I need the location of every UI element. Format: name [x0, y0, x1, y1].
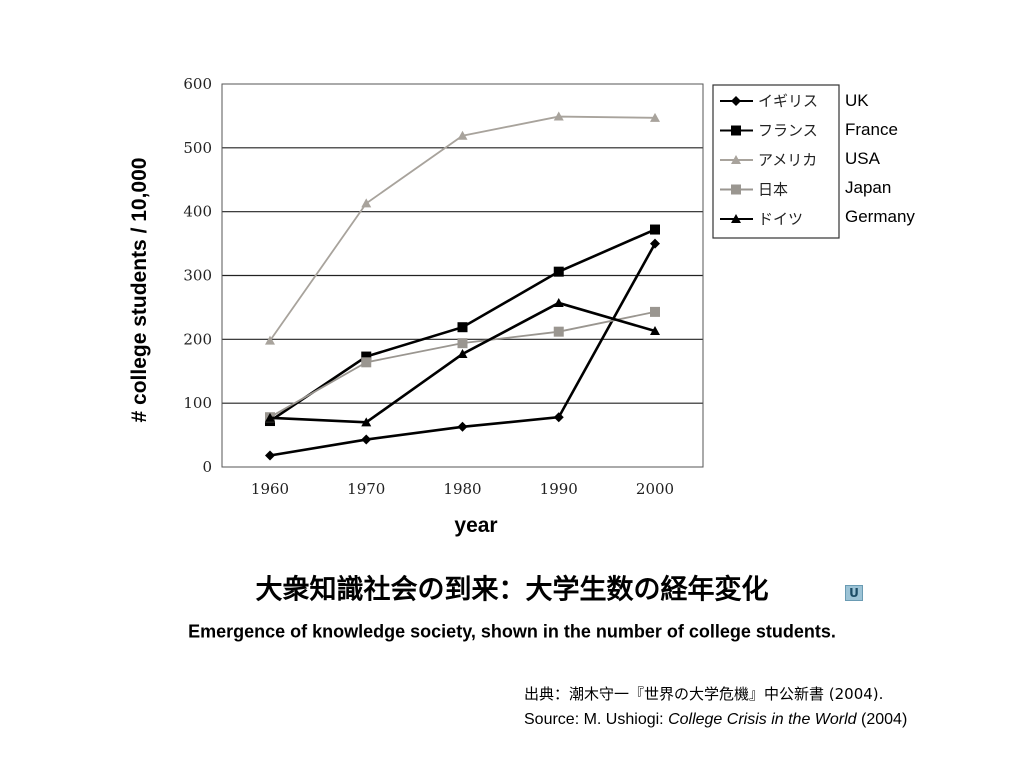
series-line: [269, 301, 656, 424]
data-point: [361, 351, 372, 362]
legend-item-japan: 日本: [720, 181, 788, 199]
x-tick-label: 1990: [540, 480, 578, 498]
data-point: [265, 450, 275, 461]
source-jp: 出典：潮木守一『世界の大学危機』中公新書 (2004).: [524, 685, 884, 703]
series-usa: [265, 111, 660, 345]
x-tick-label: 1960: [251, 480, 289, 498]
series-uk: [265, 238, 660, 461]
source-en: Source: M. Ushiogi: College Crisis in th…: [524, 711, 907, 729]
chart-subtitle: Emergence of knowledge society, shown in…: [188, 621, 836, 642]
y-tick-label: 500: [183, 139, 212, 157]
y-tick-label: 400: [183, 203, 212, 221]
legend-item-uk: イギリス: [720, 92, 818, 110]
data-point: [553, 412, 564, 423]
legend-label: 日本: [758, 181, 788, 199]
data-point: [650, 238, 660, 249]
series-germany: [265, 297, 660, 427]
y-tick-label: 100: [183, 394, 212, 412]
data-point: [457, 322, 468, 333]
data-point: [361, 198, 372, 208]
data-point: [731, 155, 741, 164]
legend-label: フランス: [758, 122, 818, 140]
legend-label: アメリカ: [758, 151, 817, 169]
data-point: [553, 111, 564, 121]
data-point: [457, 421, 468, 432]
data-point: [361, 417, 372, 427]
data-point: [650, 306, 660, 317]
x-tick-label: 1970: [347, 480, 385, 498]
y-axis-label: # college students / 10,000: [128, 157, 151, 423]
data-point: [731, 184, 741, 195]
series-france: [265, 224, 660, 427]
source-en-suffix: (2004): [856, 711, 908, 728]
data-point: [361, 434, 372, 445]
data-point: [731, 125, 741, 136]
legend-label: ドイツ: [758, 210, 803, 228]
legend-english-label: Germany: [845, 207, 915, 226]
data-point: [553, 326, 564, 337]
data-point: [265, 335, 275, 345]
return-icon[interactable]: U: [845, 585, 863, 601]
y-tick-label: 300: [183, 267, 212, 285]
y-tick-label: 200: [183, 330, 212, 348]
x-tick-label: 2000: [636, 480, 674, 498]
data-point: [457, 349, 468, 359]
plot-frame: [221, 83, 704, 468]
legend-english-label: UK: [845, 91, 869, 110]
data-point: [650, 224, 660, 235]
data-point: [731, 96, 741, 106]
data-point: [731, 214, 741, 223]
legend-label: イギリス: [758, 92, 818, 110]
data-point: [457, 130, 468, 140]
source-en-title: College Crisis in the World: [668, 711, 857, 728]
data-point: [553, 297, 564, 307]
series-line: [269, 115, 656, 342]
x-tick-label: 1980: [443, 480, 481, 498]
data-point: [265, 412, 275, 422]
data-point: [553, 266, 564, 277]
legend-english-label: Japan: [845, 178, 891, 197]
legend-item-usa: アメリカ: [720, 151, 817, 169]
legend-item-germany: ドイツ: [720, 210, 803, 228]
data-point: [457, 338, 468, 349]
data-point: [361, 357, 372, 368]
y-tick-label: 0: [202, 458, 212, 476]
y-tick-label: 600: [183, 75, 212, 93]
data-point: [650, 112, 660, 122]
source-en-prefix: Source: M. Ushiogi:: [524, 711, 669, 728]
legend-english-label: France: [845, 120, 898, 139]
data-point: [650, 326, 660, 336]
legend-item-france: フランス: [720, 122, 818, 140]
legend-english-label: USA: [845, 149, 881, 168]
x-axis-label: year: [454, 514, 498, 537]
chart-title: 大衆知識社会の到来：大学生数の経年変化: [255, 574, 769, 606]
